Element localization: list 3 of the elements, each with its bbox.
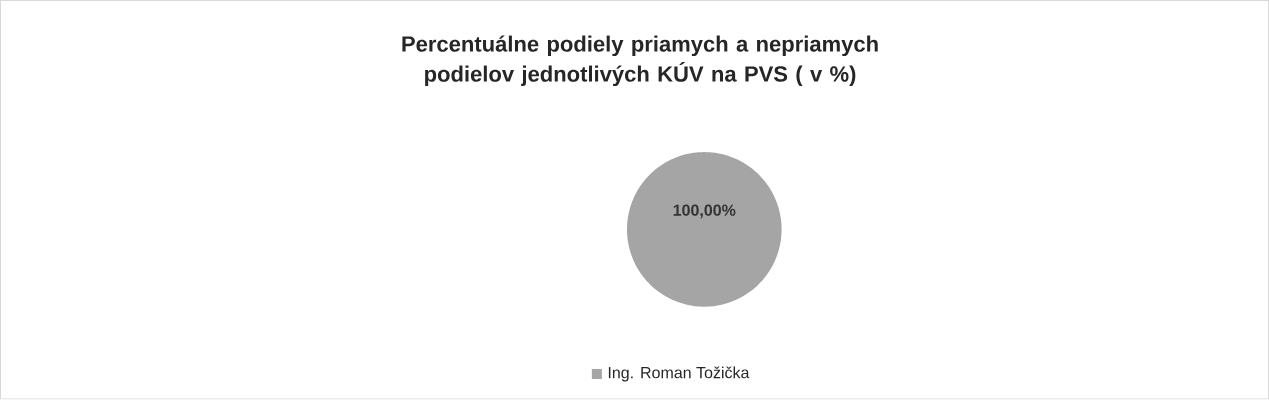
legend-label: Ing. Roman Tožička: [608, 366, 750, 382]
data-label: 100,00%: [673, 204, 736, 219]
chart-title: Percentuálne podiely priamych a nepriamych podielov jednotlivých KÚV na PVS ( v %): [402, 35, 878, 87]
